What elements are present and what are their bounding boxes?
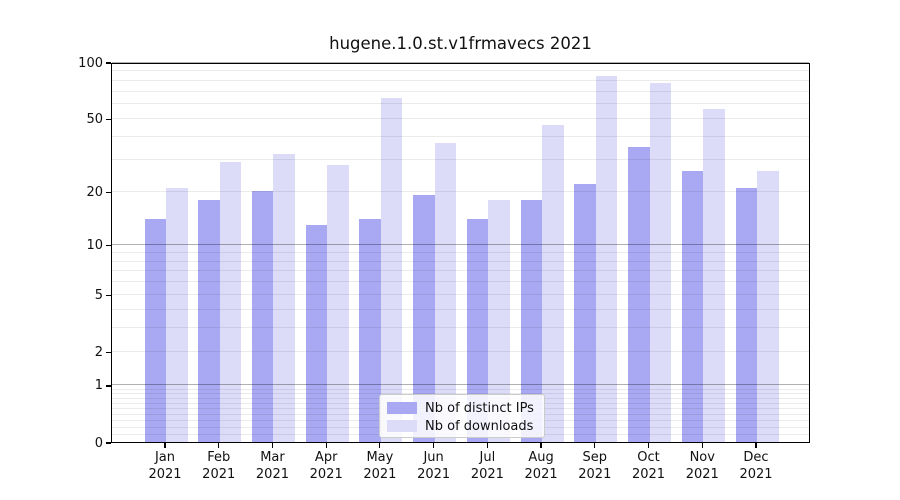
bar-nb-of-distinct-ips-jul: [466, 219, 489, 442]
bar-nb-of-distinct-ips-apr: [305, 224, 328, 442]
y-tick-label: 20: [86, 184, 103, 200]
y-tick-mark: [105, 385, 111, 387]
legend-label-downloads: Nb of downloads: [425, 418, 534, 434]
x-tick-label: Dec 2021: [739, 450, 773, 482]
y-tick-label: 100: [78, 55, 103, 71]
bar-nb-of-distinct-ips-feb: [198, 199, 220, 442]
bar-nb-of-distinct-ips-jan: [144, 219, 166, 442]
x-tick-label: Feb 2021: [202, 450, 236, 482]
legend-swatch-distinct-ips: [387, 402, 417, 414]
x-tick-mark: [486, 443, 488, 448]
y-tick-mark: [105, 62, 111, 64]
x-tick-mark: [218, 443, 220, 448]
bar-nb-of-downloads-dec: [757, 170, 779, 442]
bar-nb-of-downloads-oct: [649, 83, 672, 442]
bar-nb-of-distinct-ips-may: [359, 219, 381, 442]
x-tick-mark: [647, 443, 650, 448]
x-tick-label: Jun 2021: [417, 450, 451, 482]
bar-nb-of-distinct-ips-dec: [735, 187, 757, 442]
legend: Nb of distinct IPs Nb of downloads: [379, 394, 545, 438]
bar-nb-of-distinct-ips-aug: [520, 199, 543, 442]
x-tick-mark: [325, 443, 327, 448]
x-tick-mark: [594, 443, 596, 448]
bar-nb-of-distinct-ips-nov: [681, 170, 704, 442]
bar-nb-of-downloads-aug: [542, 125, 564, 442]
minor-gridline: [112, 90, 809, 92]
x-tick-label: Jul 2021: [470, 450, 504, 482]
x-tick-label: Aug 2021: [524, 450, 558, 482]
x-tick-label: Sep 2021: [578, 450, 612, 482]
bar-nb-of-downloads-mar: [273, 154, 295, 442]
y-tick-label: 1: [94, 378, 103, 394]
y-tick-mark: [105, 118, 111, 120]
y-tick-mark: [105, 351, 111, 354]
y-tick-label: 50: [86, 111, 103, 127]
bar-nb-of-distinct-ips-mar: [251, 191, 274, 442]
bar-nb-of-distinct-ips-jun: [413, 195, 435, 442]
y-tick-mark: [105, 294, 111, 297]
x-tick-mark: [701, 443, 703, 448]
legend-entry-downloads: Nb of downloads: [387, 418, 544, 434]
bar-nb-of-downloads-feb: [219, 161, 242, 442]
x-tick-label: Apr 2021: [309, 450, 343, 482]
bar-nb-of-downloads-jun: [434, 142, 457, 442]
bar-nb-of-downloads-nov: [703, 109, 725, 442]
bar-nb-of-distinct-ips-sep: [574, 183, 596, 442]
y-tick-label: 0: [94, 435, 103, 451]
y-tick-mark: [105, 244, 111, 247]
minor-gridline: [112, 79, 809, 81]
bar-nb-of-downloads-apr: [327, 164, 349, 442]
bar-nb-of-downloads-may: [380, 98, 403, 442]
legend-label-distinct-ips: Nb of distinct IPs: [425, 400, 534, 416]
y-tick-label: 10: [86, 238, 103, 254]
bar-nb-of-distinct-ips-oct: [628, 146, 650, 442]
x-tick-label: Jan 2021: [148, 450, 182, 482]
x-tick-mark: [755, 443, 757, 448]
major-gridline: [112, 61, 809, 63]
y-tick-label: 5: [94, 287, 103, 303]
x-tick-mark: [379, 443, 381, 448]
y-tick-mark: [105, 191, 111, 193]
y-tick-mark: [105, 442, 111, 444]
x-tick-mark: [271, 443, 274, 448]
x-tick-label: Mar 2021: [255, 450, 289, 482]
x-tick-label: Oct 2021: [631, 450, 666, 482]
x-tick-mark: [540, 443, 542, 448]
legend-swatch-downloads: [387, 420, 417, 432]
x-tick-mark: [433, 443, 435, 448]
bar-nb-of-downloads-jul: [488, 199, 510, 442]
y-tick-label: 2: [94, 345, 103, 361]
minor-gridline: [112, 103, 809, 105]
plot-area: Nb of distinct IPs Nb of downloads: [111, 61, 810, 443]
x-tick-label: Nov 2021: [685, 450, 719, 482]
x-tick-mark: [164, 443, 166, 448]
bar-nb-of-downloads-sep: [595, 76, 618, 442]
bar-nb-of-downloads-jan: [166, 187, 188, 442]
x-tick-label: May 2021: [363, 450, 397, 482]
chart-title: hugene.1.0.st.v1frmavecs 2021: [329, 34, 592, 53]
legend-entry-distinct-ips: Nb of distinct IPs: [387, 400, 544, 416]
minor-gridline: [112, 70, 809, 72]
